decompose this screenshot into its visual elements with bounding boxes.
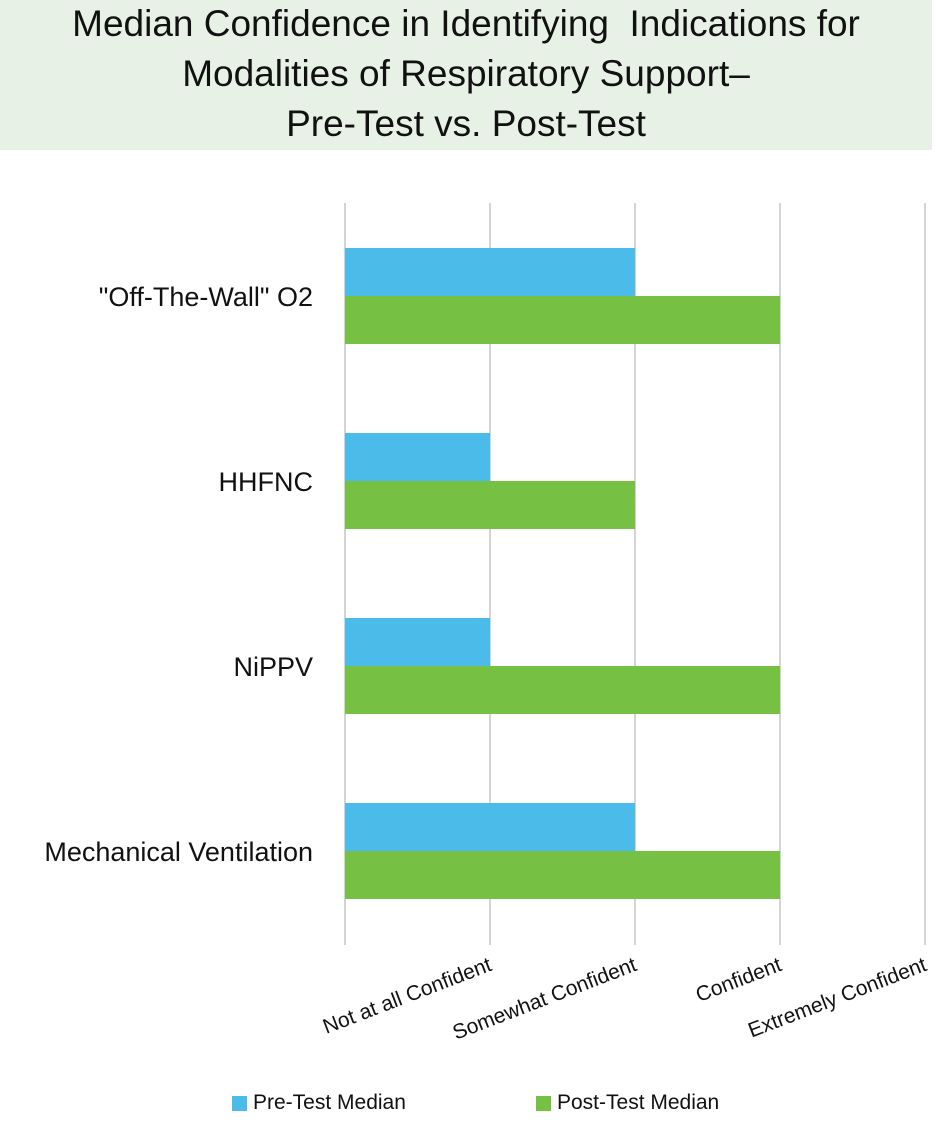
category-label-mechanical-ventilation: Mechanical Ventilation [44, 837, 313, 867]
category-label-off-the-wall-o2: "Off-The-Wall" O2 [99, 282, 313, 312]
bar-post-test-median-mechanical-ventilation [345, 851, 780, 899]
chart-title-band: Median Confidence in Identifying Indicat… [0, 0, 932, 150]
category-labels: "Off-The-Wall" O2 HHFNC NiPPV Mechanical Ve… [44, 282, 313, 867]
chart-title-line-2: Modalities of Respiratory Support– [182, 53, 750, 94]
legend-swatch-post-test [536, 1095, 551, 1111]
category-label-hhfnc: HHFNC [219, 467, 314, 497]
bar-post-test-median-off-the-wall-o2 [345, 296, 780, 344]
bar-pre-test-median-nippv [345, 618, 490, 666]
bar-post-test-median-nippv [345, 666, 780, 714]
legend-item-pre-test: Pre-Test Median [232, 1088, 406, 1118]
chart-title-line-3: Pre-Test vs. Post-Test [286, 103, 646, 144]
bar-pre-test-median-hhfnc [345, 433, 490, 481]
legend-item-post-test: Post-Test Median [536, 1088, 719, 1118]
bar-post-test-median-hhfnc [345, 481, 635, 529]
legend-swatch-pre-test [232, 1095, 247, 1111]
category-label-nippv: NiPPV [233, 652, 313, 682]
x-tick-confident: Confident [693, 953, 785, 1007]
bars [345, 248, 780, 899]
bar-pre-test-median-mechanical-ventilation [345, 803, 635, 851]
chart-title-line-1: Median Confidence in Identifying Indicat… [72, 3, 860, 44]
bar-pre-test-median-off-the-wall-o2 [345, 248, 635, 296]
legend-label-post-test: Post-Test Median [557, 1091, 720, 1114]
legend-label-pre-test: Pre-Test Median [253, 1091, 406, 1114]
